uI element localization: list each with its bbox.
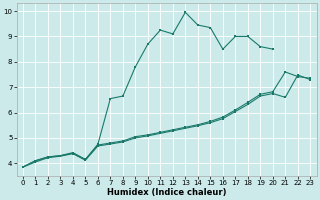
X-axis label: Humidex (Indice chaleur): Humidex (Indice chaleur) (107, 188, 226, 197)
